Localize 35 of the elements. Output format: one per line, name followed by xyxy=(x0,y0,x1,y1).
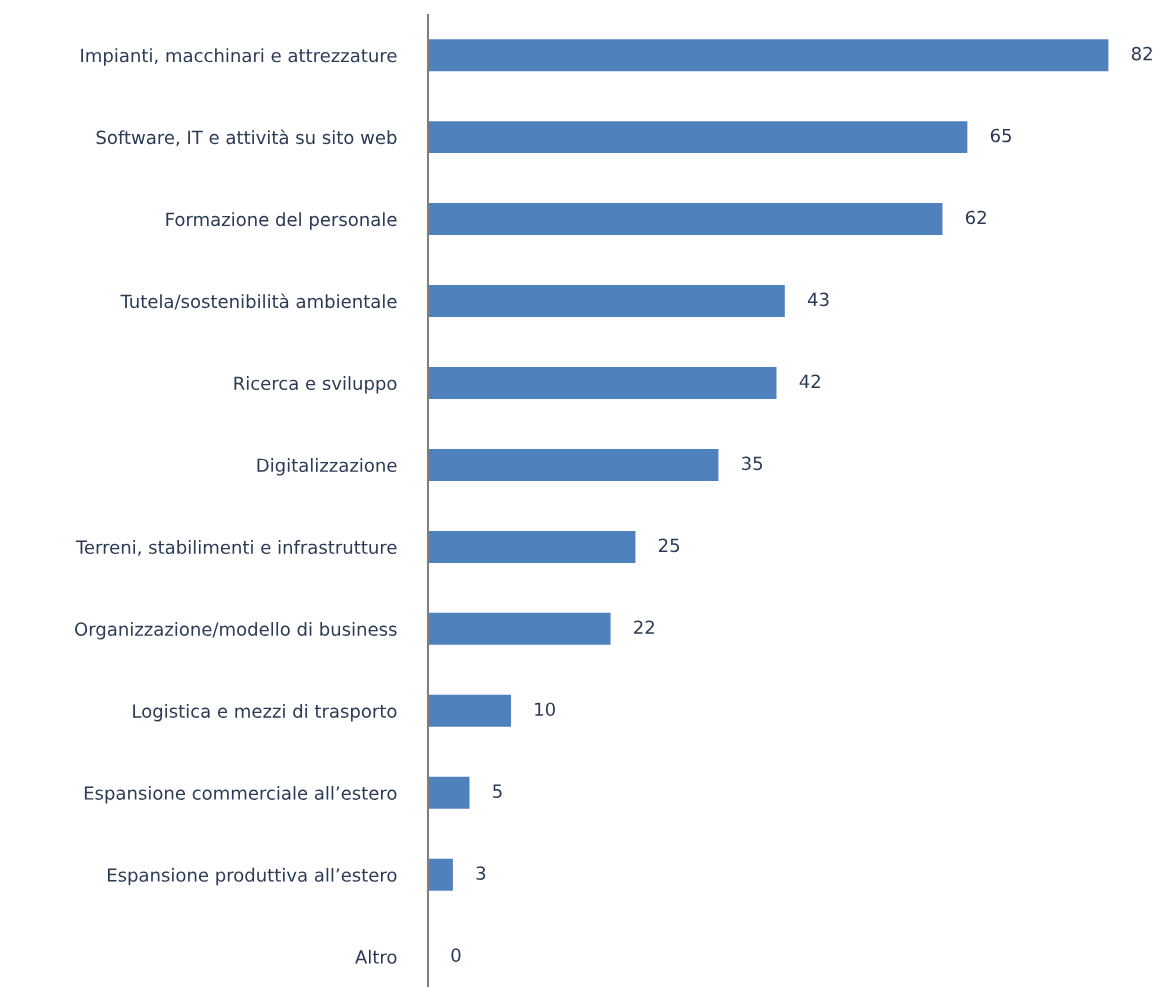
y-tick-label: Espansione commerciale all’estero xyxy=(84,785,397,804)
data-label: 65 xyxy=(990,128,1011,143)
bar xyxy=(428,203,943,236)
bar xyxy=(428,367,777,399)
bar xyxy=(428,694,511,727)
y-tick-label: Espansione produttiva all’estero xyxy=(107,867,397,886)
data-label: 42 xyxy=(799,374,820,388)
y-tick-label: Software, IT e attività su sito web xyxy=(96,129,397,147)
bar xyxy=(428,858,453,891)
data-label: 25 xyxy=(658,538,680,553)
y-tick-label: Terreni, stabilimenti e infrastrutture xyxy=(75,540,397,556)
data-label: 0 xyxy=(451,948,461,962)
y-tick-label: Altro xyxy=(355,949,397,964)
data-label: 3 xyxy=(476,866,486,880)
data-label: 62 xyxy=(965,210,986,225)
y-tick-label: Organizzazione/modello di business xyxy=(75,621,397,640)
data-label: 35 xyxy=(742,456,763,471)
bar xyxy=(428,776,470,809)
y-tick-label: Digitalizzazione xyxy=(257,458,397,476)
data-label: 82 xyxy=(1131,46,1152,61)
bar xyxy=(428,285,785,318)
y-tick-label: Logistica e mezzi di trasporto xyxy=(133,703,397,722)
bar xyxy=(428,39,1109,72)
y-tick-label: Tutela/sostenibilità ambientale xyxy=(120,293,397,310)
y-tick-label: Ricerca e sviluppo xyxy=(234,376,397,394)
bar xyxy=(428,448,719,481)
data-label: 43 xyxy=(807,292,829,307)
data-label: 22 xyxy=(634,620,654,634)
bar xyxy=(428,121,968,154)
bar xyxy=(428,612,611,645)
bar xyxy=(428,530,636,563)
data-label: 10 xyxy=(535,702,555,717)
y-tick-label: Impianti, macchinari e attrezzature xyxy=(81,48,397,66)
data-label: 5 xyxy=(493,784,502,798)
y-tick-label: Formazione del personale xyxy=(166,212,397,230)
